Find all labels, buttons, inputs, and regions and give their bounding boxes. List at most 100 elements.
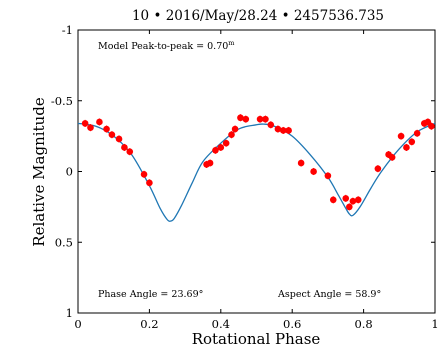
data-point — [121, 143, 128, 151]
data-point — [403, 143, 410, 151]
data-point-marker — [217, 144, 225, 151]
data-point-marker — [388, 154, 396, 161]
data-point — [267, 121, 275, 129]
chart-title: 10 • 2016/May/28.24 • 2457536.735 — [132, 8, 384, 24]
data-point — [346, 203, 353, 211]
data-point — [108, 131, 116, 139]
model-curve-layer — [77, 122, 436, 222]
data-point — [342, 194, 350, 202]
phase-angle-annotation: Phase Angle = 23.69° — [98, 289, 203, 300]
data-point — [242, 115, 250, 123]
data-point — [279, 126, 287, 135]
x-axis-label: Rotational Phase — [192, 330, 321, 348]
data-point — [87, 124, 94, 132]
data-point — [206, 159, 214, 167]
data-point-marker — [242, 115, 250, 123]
data-point — [231, 125, 239, 133]
data-point-marker — [222, 139, 230, 147]
data-point-marker — [354, 196, 362, 204]
data-point — [297, 159, 305, 167]
data-point — [115, 135, 123, 143]
data-point — [349, 197, 357, 205]
model-peak-unit: m — [228, 39, 234, 47]
x-tick-label: 1 — [431, 317, 438, 331]
model-peak-to-peak-annotation: Model Peak-to-peak = 0.70m — [98, 39, 234, 52]
data-point-marker — [87, 124, 94, 131]
data-point-marker — [413, 129, 421, 137]
data-point-marker — [206, 159, 214, 167]
data-point — [126, 148, 134, 156]
data-point-marker — [342, 195, 350, 202]
y-tick-label: 1 — [66, 306, 73, 320]
data-point-marker — [297, 159, 305, 167]
data-point-marker — [121, 144, 128, 151]
data-point-marker — [212, 146, 219, 154]
data-point-marker — [96, 118, 103, 126]
data-point-marker — [329, 196, 337, 204]
data-point — [256, 115, 264, 123]
data-point — [354, 196, 362, 204]
x-tick-label: 0.8 — [354, 317, 372, 331]
data-point-marker — [262, 115, 269, 123]
data-point — [329, 196, 337, 204]
data-point-marker — [126, 148, 134, 155]
x-tick-label: 0.6 — [283, 317, 301, 331]
y-tick-label: -0.5 — [51, 94, 73, 108]
data-point — [81, 119, 89, 127]
data-point — [212, 146, 219, 154]
data-point-marker — [274, 125, 282, 133]
y-tick-label: 0 — [66, 165, 73, 179]
ticks-layer: 0 0.2 0.4 0.6 0.8 1 -1 -0.5 0 0.5 1 — [51, 23, 439, 331]
data-point-marker — [374, 165, 382, 172]
data-point — [274, 125, 282, 133]
data-point — [222, 139, 230, 147]
data-point-marker — [397, 132, 405, 140]
data-point — [374, 165, 382, 173]
y-axis-label: Relative Magnitude — [30, 97, 48, 247]
data-point — [228, 131, 235, 139]
data-points-layer — [81, 114, 435, 211]
data-point-marker — [279, 127, 287, 134]
data-point — [237, 114, 244, 122]
data-point — [408, 138, 416, 146]
x-tick-label: 0 — [74, 317, 81, 331]
data-point — [397, 132, 405, 140]
data-point — [428, 122, 435, 130]
data-point-marker — [103, 125, 110, 133]
data-point-marker — [408, 138, 416, 146]
x-tick-label: 0.4 — [212, 317, 230, 331]
data-point-marker — [237, 114, 244, 122]
data-point-marker — [346, 203, 353, 211]
y-tick-label: 0.5 — [55, 235, 73, 249]
aspect-angle-annotation: Aspect Angle = 58.9° — [277, 289, 381, 300]
data-point-marker — [228, 131, 235, 139]
data-point-marker — [146, 179, 153, 187]
data-point-marker — [428, 122, 435, 130]
model-peak-text: Model Peak-to-peak = 0.70 — [98, 41, 228, 52]
y-tick-label: -1 — [62, 23, 73, 37]
data-point-marker — [403, 144, 410, 151]
data-point-marker — [310, 168, 317, 175]
data-point-marker — [324, 172, 332, 180]
data-point — [285, 126, 292, 135]
data-point — [262, 115, 269, 123]
data-point-marker — [140, 171, 148, 178]
data-point-marker — [256, 115, 264, 123]
data-point-marker — [231, 125, 239, 133]
data-point — [96, 118, 103, 126]
data-point — [310, 167, 317, 176]
data-point-marker — [108, 131, 116, 139]
data-point-marker — [81, 120, 89, 127]
data-point — [388, 153, 396, 161]
data-point-marker — [267, 121, 275, 129]
data-point — [324, 172, 332, 180]
data-point — [146, 179, 153, 187]
data-point-marker — [115, 135, 123, 143]
data-point — [413, 129, 421, 137]
data-point — [140, 170, 148, 178]
x-tick-label: 0.2 — [140, 317, 158, 331]
data-point — [217, 143, 225, 151]
data-point-marker — [349, 197, 357, 205]
data-point-marker — [285, 127, 292, 134]
